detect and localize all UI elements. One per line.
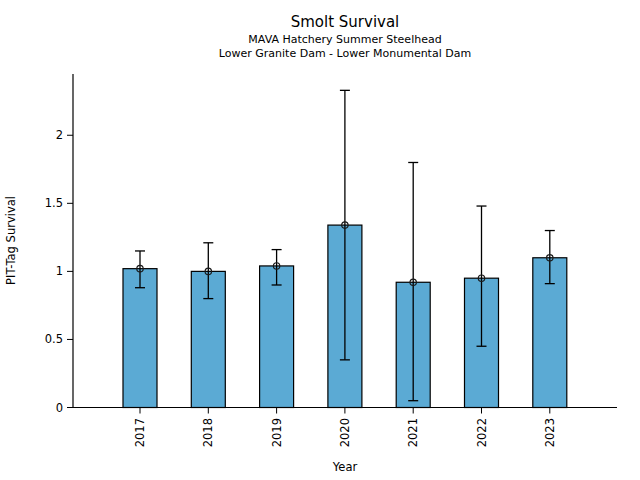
plot-area: 0 0.5 1 1.5 2 2017 2018 2019 2020 2021 2022 2023: [45, 74, 617, 447]
figure-canvas: Smolt Survival MAVA Hatchery Summer Stee…: [0, 0, 640, 480]
chart-subtitle-reach: Lower Granite Dam - Lower Monumental Dam: [219, 47, 471, 60]
y-tick-label-0: 0: [56, 401, 63, 415]
x-tick-label-2020: 2020: [338, 418, 352, 447]
x-tick-label-2018: 2018: [201, 418, 215, 447]
chart-title: Smolt Survival: [291, 13, 400, 31]
x-axis-label: Year: [332, 460, 358, 474]
y-tick-label-1.5: 1.5: [45, 196, 63, 210]
x-tick-label-2021: 2021: [406, 418, 420, 447]
bar-2019: [260, 266, 294, 408]
x-tick-label-2017: 2017: [133, 418, 147, 447]
bar-2017: [123, 269, 157, 408]
smolt-survival-bar-chart: Smolt Survival MAVA Hatchery Summer Stee…: [0, 0, 640, 480]
y-axis-label: PIT-Tag Survival: [4, 196, 18, 285]
y-tick-label-0.5: 0.5: [45, 332, 63, 346]
x-tick-label-2022: 2022: [475, 418, 489, 447]
x-tick-label-2023: 2023: [543, 418, 557, 447]
y-tick-label-1: 1: [56, 264, 63, 278]
y-tick-label-2: 2: [56, 128, 63, 142]
chart-subtitle-hatchery: MAVA Hatchery Summer Steelhead: [248, 33, 441, 46]
x-tick-label-2019: 2019: [270, 418, 284, 447]
